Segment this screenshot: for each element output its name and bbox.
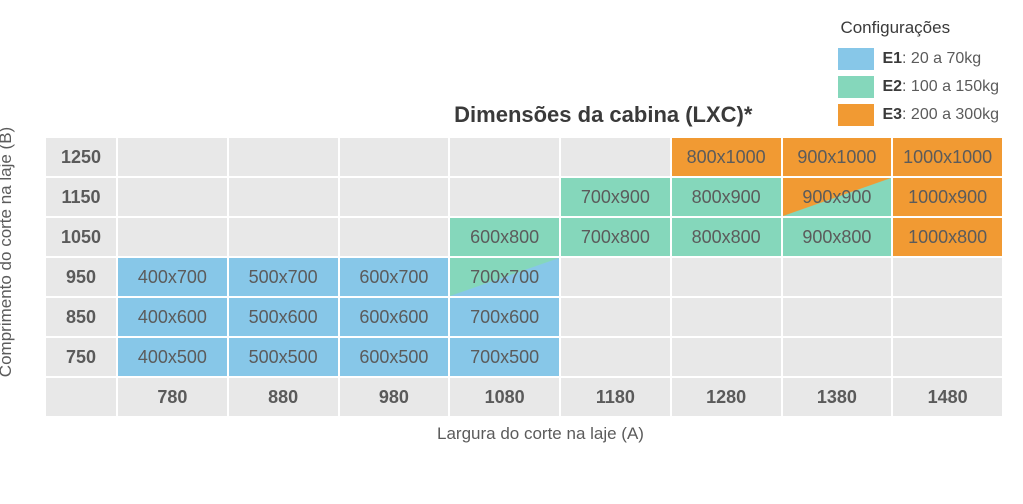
cell: 400x700 [118, 258, 227, 296]
cell [561, 138, 670, 176]
legend: Configurações E1: 20 a 70kg E2: 100 a 15… [838, 18, 999, 126]
cell: 700x500 [450, 338, 559, 376]
column-label: 980 [340, 378, 449, 416]
cell: 800x1000 [672, 138, 781, 176]
y-axis-label: Comprimento do corte na laje (B) [0, 127, 16, 377]
column-footer-row: 78088098010801180128013801480 [46, 378, 1002, 416]
cell [672, 258, 781, 296]
cell: 800x900 [672, 178, 781, 216]
cell: 600x500 [340, 338, 449, 376]
column-label: 1080 [450, 378, 559, 416]
column-label: 1380 [783, 378, 892, 416]
cell: 900x800 [783, 218, 892, 256]
table-row: 1150 700x900800x900900x9001000x900 [46, 178, 1002, 216]
cell: 700x900 [561, 178, 670, 216]
cell: 1000x900 [893, 178, 1002, 216]
legend-text-e3: E3: 200 a 300kg [882, 106, 999, 124]
legend-item-e3: E3: 200 a 300kg [838, 104, 999, 126]
cell [450, 138, 559, 176]
cell [561, 298, 670, 336]
cell [450, 178, 559, 216]
cell [118, 178, 227, 216]
row-header: 1050 [46, 218, 116, 256]
heatmap-body: 1250 800x1000900x10001000x1000 1150 700x900… [46, 138, 1002, 416]
cell [340, 138, 449, 176]
table-row: 1250 800x1000900x10001000x1000 [46, 138, 1002, 176]
cell [229, 218, 338, 256]
cell: 600x600 [340, 298, 449, 336]
swatch-e1 [838, 48, 874, 70]
legend-text-e2: E2: 100 a 150kg [882, 78, 999, 96]
cell [340, 218, 449, 256]
cell [893, 298, 1002, 336]
cell: 500x700 [229, 258, 338, 296]
column-label: 1480 [893, 378, 1002, 416]
footer-spacer [46, 378, 116, 416]
row-header: 1150 [46, 178, 116, 216]
cell [561, 258, 670, 296]
cell [783, 258, 892, 296]
swatch-e2 [838, 76, 874, 98]
legend-text-e1: E1: 20 a 70kg [882, 50, 981, 68]
column-label: 780 [118, 378, 227, 416]
cell: 500x600 [229, 298, 338, 336]
column-label: 1180 [561, 378, 670, 416]
cell [229, 138, 338, 176]
cell: 1000x1000 [893, 138, 1002, 176]
cell [783, 338, 892, 376]
cell [672, 298, 781, 336]
row-header: 750 [46, 338, 116, 376]
swatch-e3 [838, 104, 874, 126]
table-row: 1050 600x800700x800800x800900x8001000x800 [46, 218, 1002, 256]
cell: 600x700 [340, 258, 449, 296]
cell [118, 138, 227, 176]
heatmap-table: 1250 800x1000900x10001000x1000 1150 700x900… [44, 136, 1004, 418]
row-header: 1250 [46, 138, 116, 176]
table-row: 750400x500500x500600x500700x500 [46, 338, 1002, 376]
cell: 400x500 [118, 338, 227, 376]
column-label: 880 [229, 378, 338, 416]
chart-title: Dimensões da cabina (LXC)* [454, 102, 752, 128]
table-row: 850400x600500x600600x600700x600 [46, 298, 1002, 336]
cell: 600x800 [450, 218, 559, 256]
cell: 700x600 [450, 298, 559, 336]
cell [893, 258, 1002, 296]
cell: 800x800 [672, 218, 781, 256]
cell: 900x900 [783, 178, 892, 216]
legend-item-e1: E1: 20 a 70kg [838, 48, 999, 70]
chart-container: Comprimento do corte na laje (B) Dimensõ… [0, 0, 1023, 504]
x-axis-label: Largura do corte na laje (A) [74, 424, 1007, 444]
table-row: 950400x700500x700600x700700x700 [46, 258, 1002, 296]
row-header: 950 [46, 258, 116, 296]
cell: 1000x800 [893, 218, 1002, 256]
header-row: Dimensões da cabina (LXC)* Configurações… [44, 18, 999, 128]
cell: 500x500 [229, 338, 338, 376]
column-label: 1280 [672, 378, 781, 416]
cell: 700x800 [561, 218, 670, 256]
cell: 400x600 [118, 298, 227, 336]
row-header: 850 [46, 298, 116, 336]
cell: 700x700 [450, 258, 559, 296]
cell [783, 298, 892, 336]
cell [340, 178, 449, 216]
legend-title: Configurações [840, 18, 999, 38]
cell [561, 338, 670, 376]
cell [229, 178, 338, 216]
cell: 900x1000 [783, 138, 892, 176]
cell [893, 338, 1002, 376]
cell [118, 218, 227, 256]
legend-item-e2: E2: 100 a 150kg [838, 76, 999, 98]
cell [672, 338, 781, 376]
